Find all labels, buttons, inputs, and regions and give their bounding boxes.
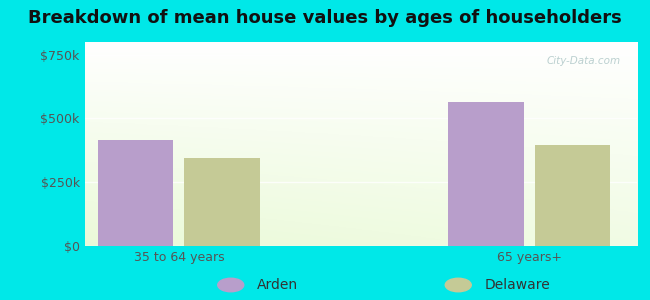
Text: Delaware: Delaware — [484, 278, 550, 292]
Bar — [184, 158, 260, 246]
Bar — [534, 145, 610, 246]
Text: Arden: Arden — [257, 278, 298, 292]
Bar — [98, 140, 174, 246]
Text: City-Data.com: City-Data.com — [546, 56, 620, 66]
Text: Breakdown of mean house values by ages of householders: Breakdown of mean house values by ages o… — [28, 9, 622, 27]
Bar — [448, 102, 524, 246]
